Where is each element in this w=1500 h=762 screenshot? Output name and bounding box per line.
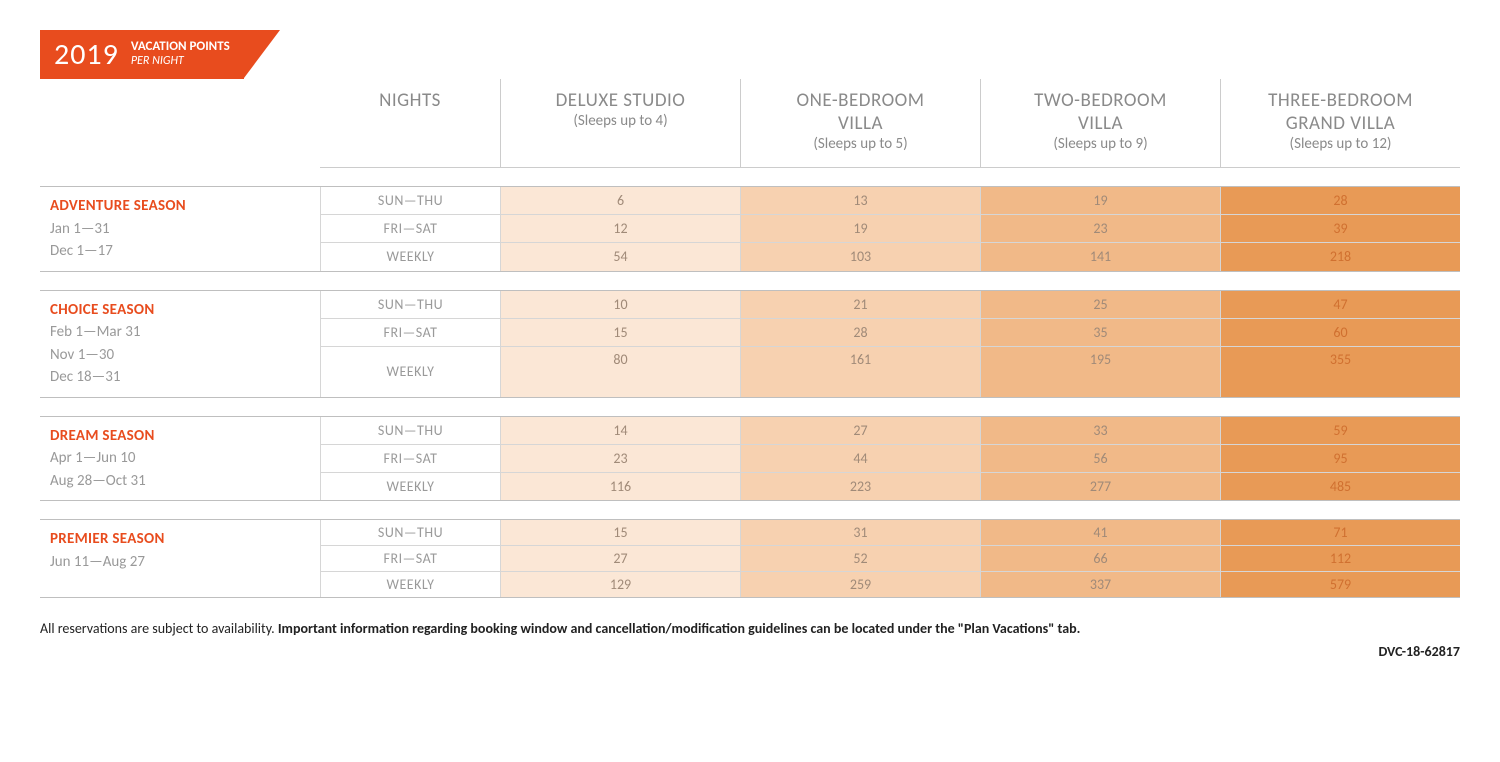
season-label: ADVENTURE SEASONJan 1—31Dec 1—17 bbox=[40, 187, 320, 271]
points-cell: 223 bbox=[740, 473, 980, 500]
column-headers: NIGHTSDELUXE STUDIO(Sleeps up to 4)ONE-B… bbox=[320, 79, 1460, 168]
year-subtitle: VACATION POINTS PER NIGHT bbox=[131, 40, 230, 69]
points-cell: 23 bbox=[500, 445, 740, 473]
night-label-cell: FRI—SAT bbox=[320, 319, 500, 347]
points-cell: 44 bbox=[740, 445, 980, 473]
night-label-cell: FRI—SAT bbox=[320, 215, 500, 243]
points-cell: 161 bbox=[740, 347, 980, 397]
night-label-cell: SUN—THU bbox=[320, 187, 500, 215]
points-cell: 195 bbox=[980, 347, 1220, 397]
seasons-container: ADVENTURE SEASONJan 1—31Dec 1—17SUN—THU6… bbox=[40, 186, 1460, 598]
night-label-cell: WEEKLY bbox=[320, 473, 500, 500]
points-cell: 27 bbox=[740, 417, 980, 445]
points-cell: 28 bbox=[740, 319, 980, 347]
column-header: NIGHTS bbox=[320, 79, 500, 168]
points-cell: 31 bbox=[740, 520, 980, 546]
points-cell: 28 bbox=[1220, 187, 1460, 215]
points-cell: 15 bbox=[500, 319, 740, 347]
points-cell: 355 bbox=[1220, 347, 1460, 397]
points-cell: 41 bbox=[980, 520, 1220, 546]
points-cell: 60 bbox=[1220, 319, 1460, 347]
year-badge: 2019 VACATION POINTS PER NIGHT bbox=[40, 30, 244, 79]
points-cell: 52 bbox=[740, 546, 980, 572]
points-cell: 259 bbox=[740, 572, 980, 597]
points-cell: 25 bbox=[980, 291, 1220, 319]
night-label-cell: WEEKLY bbox=[320, 243, 500, 270]
points-cell: 95 bbox=[1220, 445, 1460, 473]
night-label-cell: SUN—THU bbox=[320, 520, 500, 546]
points-cell: 80 bbox=[500, 347, 740, 397]
points-cell: 579 bbox=[1220, 572, 1460, 597]
document-id: DVC-18-62817 bbox=[40, 643, 1460, 660]
night-label-cell: SUN—THU bbox=[320, 291, 500, 319]
points-cell: 19 bbox=[980, 187, 1220, 215]
points-cell: 116 bbox=[500, 473, 740, 500]
points-cell: 56 bbox=[980, 445, 1220, 473]
column-header: TWO-BEDROOMVILLA(Sleeps up to 9) bbox=[980, 79, 1220, 168]
night-label-cell: SUN—THU bbox=[320, 417, 500, 445]
points-cell: 141 bbox=[980, 243, 1220, 270]
points-cell: 112 bbox=[1220, 546, 1460, 572]
night-label-cell: WEEKLY bbox=[320, 347, 500, 397]
points-cell: 54 bbox=[500, 243, 740, 270]
points-cell: 14 bbox=[500, 417, 740, 445]
points-cell: 103 bbox=[740, 243, 980, 270]
page-header: 2019 VACATION POINTS PER NIGHT NIGHTSDEL… bbox=[40, 30, 1460, 168]
points-cell: 71 bbox=[1220, 520, 1460, 546]
points-cell: 10 bbox=[500, 291, 740, 319]
points-cell: 47 bbox=[1220, 291, 1460, 319]
points-cell: 59 bbox=[1220, 417, 1460, 445]
night-label-cell: WEEKLY bbox=[320, 572, 500, 597]
season-label: CHOICE SEASONFeb 1—Mar 31Nov 1—30Dec 18—… bbox=[40, 291, 320, 397]
points-cell: 15 bbox=[500, 520, 740, 546]
season-label: PREMIER SEASONJun 11—Aug 27 bbox=[40, 520, 320, 597]
column-header: THREE-BEDROOMGRAND VILLA(Sleeps up to 12… bbox=[1220, 79, 1460, 168]
points-cell: 66 bbox=[980, 546, 1220, 572]
footer-text: All reservations are subject to availabi… bbox=[40, 620, 1460, 637]
points-cell: 27 bbox=[500, 546, 740, 572]
night-label-cell: FRI—SAT bbox=[320, 546, 500, 572]
points-cell: 23 bbox=[980, 215, 1220, 243]
season-label: DREAM SEASONApr 1—Jun 10Aug 28—Oct 31 bbox=[40, 417, 320, 501]
column-header: ONE-BEDROOMVILLA(Sleeps up to 5) bbox=[740, 79, 980, 168]
points-cell: 13 bbox=[740, 187, 980, 215]
points-cell: 277 bbox=[980, 473, 1220, 500]
points-cell: 129 bbox=[500, 572, 740, 597]
points-cell: 39 bbox=[1220, 215, 1460, 243]
points-cell: 485 bbox=[1220, 473, 1460, 500]
points-cell: 12 bbox=[500, 215, 740, 243]
points-cell: 21 bbox=[740, 291, 980, 319]
points-cell: 337 bbox=[980, 572, 1220, 597]
night-label-cell: FRI—SAT bbox=[320, 445, 500, 473]
points-cell: 218 bbox=[1220, 243, 1460, 270]
points-cell: 35 bbox=[980, 319, 1220, 347]
year-number: 2019 bbox=[54, 36, 119, 73]
column-header: DELUXE STUDIO(Sleeps up to 4) bbox=[500, 79, 740, 168]
points-cell: 19 bbox=[740, 215, 980, 243]
points-cell: 33 bbox=[980, 417, 1220, 445]
points-cell: 6 bbox=[500, 187, 740, 215]
